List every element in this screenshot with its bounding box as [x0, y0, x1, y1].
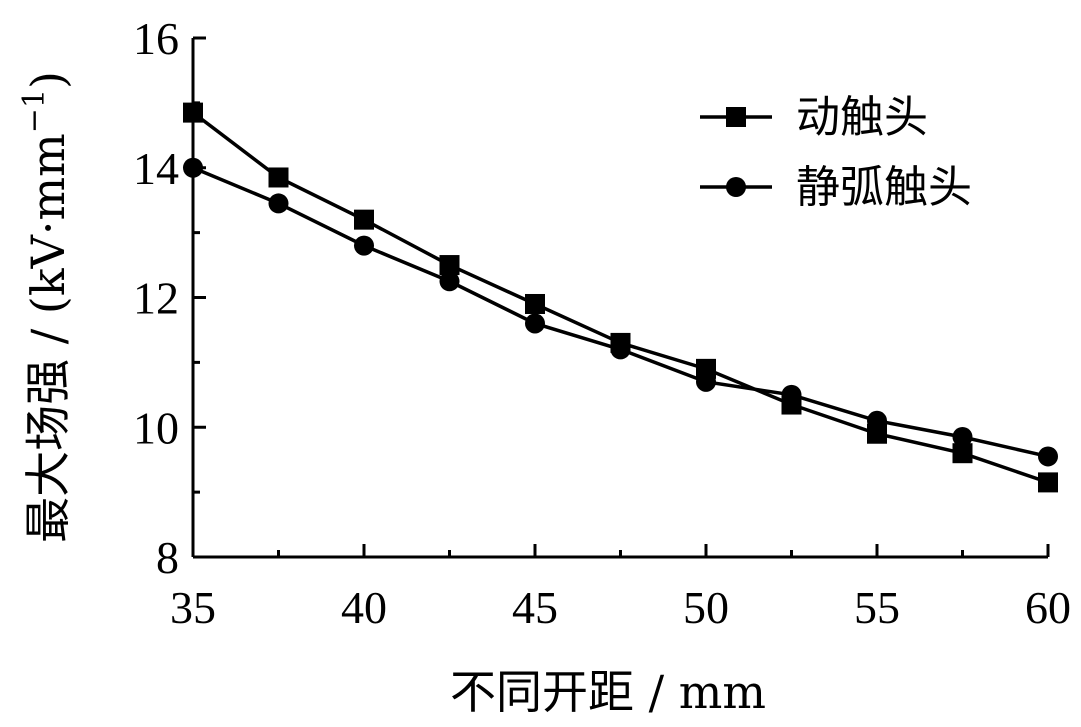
data-point — [268, 193, 289, 214]
y-tick-label: 8 — [156, 532, 179, 583]
y-axis-label: 最大场强 / (kV·mm−1) — [17, 71, 75, 543]
y-axis-label-suffix: ) — [21, 71, 75, 89]
data-point — [268, 167, 289, 188]
data-point — [867, 410, 887, 431]
data-point — [610, 339, 631, 360]
x-tick-label: 55 — [854, 582, 900, 633]
data-point — [952, 443, 973, 464]
y-tick-label: 10 — [133, 402, 179, 453]
data-point — [183, 157, 203, 178]
data-point — [1038, 446, 1058, 467]
data-point — [525, 293, 545, 314]
y-tick-label: 14 — [133, 143, 179, 194]
data-point — [781, 384, 802, 405]
data-point — [354, 209, 374, 230]
y-axis-label-main: 最大场强 / (kV·mm — [21, 133, 75, 543]
legend-label: 静弧触头 — [796, 162, 972, 213]
data-point — [439, 255, 460, 276]
y-tick-label: 16 — [133, 13, 179, 64]
y-tick-label: 12 — [133, 273, 179, 324]
x-tick-label: 50 — [683, 582, 729, 633]
x-tick-label: 45 — [512, 582, 558, 633]
x-axis-label: 不同开距 / mm — [450, 665, 766, 719]
series-layer — [183, 102, 1058, 493]
legend-item: 动触头 — [700, 92, 928, 143]
legend-item: 静弧触头 — [700, 162, 972, 213]
data-point — [354, 235, 374, 256]
series-2 — [183, 157, 1058, 467]
data-point — [525, 313, 545, 334]
y-axis-label-superscript: −1 — [17, 89, 52, 133]
axes: 8 10 12 14 16 35 40 45 50 55 60 — [133, 13, 1071, 633]
series-1 — [183, 102, 1058, 493]
x-tick-label: 40 — [341, 582, 387, 633]
data-point — [439, 271, 460, 292]
legend-label: 动触头 — [796, 92, 928, 143]
data-point — [696, 371, 716, 392]
data-point — [952, 426, 973, 447]
x-tick-label: 60 — [1025, 582, 1071, 633]
x-tick-label: 35 — [170, 582, 216, 633]
data-point — [1038, 472, 1058, 493]
legend-marker — [726, 107, 746, 127]
legend-marker — [726, 177, 746, 197]
data-point — [183, 102, 203, 123]
